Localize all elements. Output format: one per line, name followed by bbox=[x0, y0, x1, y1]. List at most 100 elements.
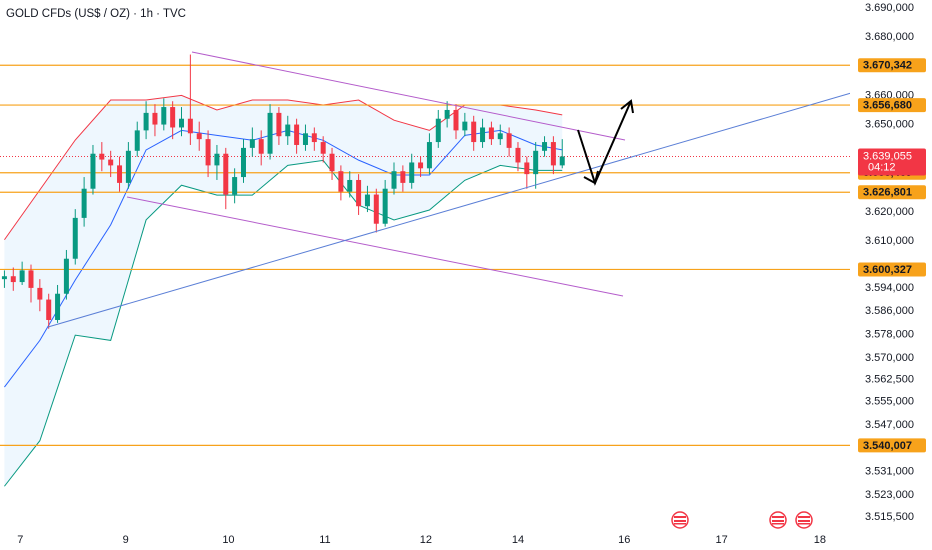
x-tick-label: 11 bbox=[319, 534, 330, 546]
candle-body bbox=[302, 133, 308, 145]
y-tick-label: 3.586,000 bbox=[865, 305, 914, 317]
candle-body bbox=[63, 258, 69, 294]
candle-body bbox=[37, 287, 43, 300]
y-tick-label: 3.594,000 bbox=[865, 282, 914, 294]
candle-body bbox=[108, 159, 114, 166]
x-tick-label: 16 bbox=[618, 534, 630, 546]
level-label: 3.656,680 bbox=[863, 99, 912, 111]
chart-title: GOLD CFDs (US$ / OZ) · 1h · TVC bbox=[6, 8, 186, 20]
candle-body bbox=[515, 147, 521, 163]
band-fill bbox=[4, 95, 563, 487]
candle-body bbox=[214, 153, 220, 166]
level-tag bbox=[858, 262, 926, 277]
candle-body bbox=[205, 139, 211, 166]
candle-body bbox=[99, 153, 105, 160]
candle-body bbox=[400, 171, 406, 183]
candle-body bbox=[497, 133, 503, 140]
candle-body bbox=[488, 127, 494, 140]
candle-body bbox=[435, 118, 441, 143]
candle-body bbox=[46, 299, 52, 320]
countdown: 04:12 bbox=[868, 161, 896, 173]
candle-body bbox=[409, 162, 415, 183]
candle-body bbox=[267, 112, 273, 154]
candle-body bbox=[391, 171, 397, 189]
level-label: 3.600,327 bbox=[863, 264, 912, 276]
candle-body bbox=[382, 188, 388, 224]
current-price-label: 3.639,055 bbox=[863, 150, 912, 162]
candle-body bbox=[223, 153, 229, 195]
candle-body bbox=[294, 124, 300, 145]
plot-layer bbox=[0, 54, 858, 487]
arrow-head bbox=[583, 170, 599, 185]
level-label: 3.670,342 bbox=[863, 60, 912, 72]
upper-channel-line bbox=[191, 51, 626, 141]
candle-body bbox=[161, 107, 167, 125]
y-tick-label: 3.570,000 bbox=[865, 352, 914, 364]
candle-body bbox=[356, 179, 362, 207]
candle-body bbox=[117, 165, 123, 183]
candle-body bbox=[550, 142, 556, 166]
candle-body bbox=[329, 153, 335, 172]
level-tag bbox=[858, 98, 926, 113]
candle-body bbox=[338, 171, 344, 192]
event-flag bbox=[769, 511, 787, 529]
candle-body bbox=[320, 142, 326, 154]
candle-body bbox=[72, 217, 78, 259]
level-tag bbox=[858, 185, 926, 200]
drawings bbox=[47, 51, 859, 328]
candle-body bbox=[311, 133, 317, 143]
y-tick-label: 3.650,000 bbox=[865, 118, 914, 130]
candle-body bbox=[480, 127, 486, 143]
candle-body bbox=[179, 118, 185, 128]
candle-body bbox=[10, 276, 16, 283]
candle-body bbox=[143, 112, 149, 131]
current-price-tag bbox=[858, 148, 926, 176]
y-tick-label: 3.610,000 bbox=[865, 235, 914, 247]
candle-body bbox=[524, 162, 530, 175]
band-lower bbox=[4, 159, 563, 487]
event-flag bbox=[671, 511, 689, 529]
candle-body bbox=[559, 156, 565, 166]
y-tick-label: 3.523,000 bbox=[865, 489, 914, 501]
candle-body bbox=[249, 139, 255, 148]
level-label: 3.626,801 bbox=[863, 187, 912, 199]
arrow-head bbox=[620, 99, 634, 114]
candle-body bbox=[258, 139, 264, 154]
x-tick-label: 10 bbox=[222, 534, 234, 546]
candle-body bbox=[453, 109, 459, 131]
event-flags bbox=[671, 511, 813, 529]
candle-body bbox=[542, 142, 548, 151]
candle-body bbox=[418, 162, 424, 169]
candle-body bbox=[19, 270, 25, 283]
candle-body bbox=[444, 109, 450, 119]
candle-body bbox=[28, 270, 34, 288]
candle-body bbox=[81, 188, 87, 218]
level-tag bbox=[858, 58, 926, 73]
level-label: 3.540,007 bbox=[863, 440, 912, 452]
candle-body bbox=[187, 118, 193, 134]
lower-channel-line bbox=[126, 196, 624, 297]
y-tick-label: 3.531,000 bbox=[865, 466, 914, 478]
candle-body bbox=[1, 276, 7, 280]
trend-line bbox=[47, 90, 859, 328]
y-tick-label: 3.547,000 bbox=[865, 419, 914, 431]
candle-body bbox=[134, 130, 140, 151]
candle-body bbox=[90, 153, 96, 189]
candle-body bbox=[462, 121, 468, 131]
x-tick-label: 17 bbox=[715, 534, 727, 546]
x-tick-label: 12 bbox=[420, 534, 432, 546]
y-tick-label: 3.515,500 bbox=[865, 511, 914, 523]
y-tick-label: 3.555,000 bbox=[865, 396, 914, 408]
event-flag bbox=[795, 511, 813, 529]
axis-layer: GOLD CFDs (US$ / OZ) · 1h · TVC 3.690,00… bbox=[6, 0, 932, 550]
candle-body bbox=[152, 112, 158, 125]
candle-body bbox=[170, 107, 176, 128]
candle-body bbox=[373, 194, 379, 224]
y-tick-label: 3.562,500 bbox=[865, 374, 914, 386]
x-tick-label: 7 bbox=[17, 534, 23, 546]
candle-body bbox=[364, 194, 370, 207]
y-tick-label: 3.620,000 bbox=[865, 206, 914, 218]
candle-body bbox=[533, 150, 539, 175]
x-tick-label: 14 bbox=[512, 534, 524, 546]
